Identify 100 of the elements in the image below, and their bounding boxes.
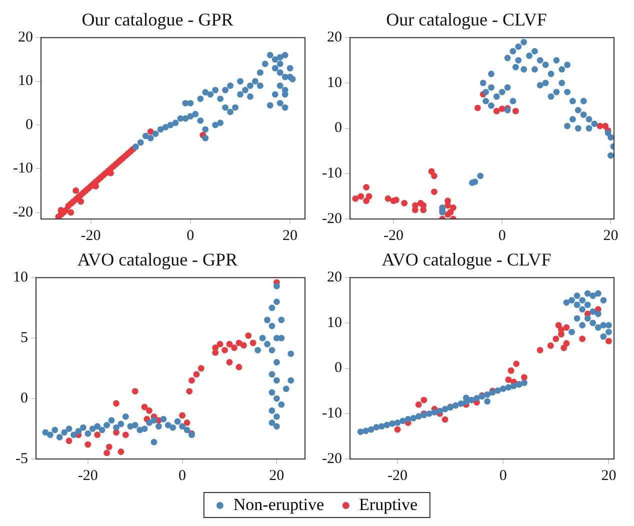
point bbox=[182, 100, 189, 106]
point bbox=[430, 172, 438, 180]
point bbox=[104, 450, 110, 456]
point bbox=[147, 134, 154, 142]
y-tick-label: 0 bbox=[334, 360, 342, 376]
point bbox=[160, 416, 167, 422]
point bbox=[442, 416, 448, 423]
x-tick-label: 0 bbox=[178, 468, 186, 484]
point bbox=[474, 104, 481, 112]
point bbox=[179, 412, 186, 419]
x-tick-label: 0 bbox=[498, 228, 506, 244]
point bbox=[146, 407, 152, 414]
point bbox=[142, 132, 149, 140]
chart-title: Our catalogue - GPR bbox=[82, 10, 234, 30]
point bbox=[132, 388, 138, 394]
point bbox=[606, 328, 612, 336]
point bbox=[608, 134, 614, 141]
point bbox=[122, 432, 129, 438]
point bbox=[132, 422, 138, 428]
point bbox=[520, 66, 528, 73]
point bbox=[368, 426, 374, 433]
point bbox=[146, 420, 152, 426]
point bbox=[482, 88, 489, 96]
point bbox=[167, 122, 174, 128]
point bbox=[268, 346, 276, 354]
point bbox=[152, 130, 159, 137]
point bbox=[141, 404, 148, 410]
point bbox=[268, 304, 276, 312]
point bbox=[276, 54, 284, 60]
point bbox=[462, 394, 470, 401]
point bbox=[273, 359, 280, 366]
point bbox=[548, 93, 554, 100]
point bbox=[389, 420, 396, 427]
point bbox=[510, 48, 516, 54]
y-tick-label: -20 bbox=[12, 204, 33, 220]
point bbox=[42, 429, 49, 436]
point bbox=[259, 334, 266, 342]
x-tick-label: -20 bbox=[78, 468, 98, 484]
point bbox=[508, 367, 514, 374]
point bbox=[184, 426, 190, 434]
point bbox=[531, 66, 538, 73]
point bbox=[266, 102, 274, 109]
point bbox=[276, 69, 284, 76]
point bbox=[536, 57, 544, 64]
point bbox=[493, 108, 500, 114]
x-tick-label: 0 bbox=[499, 468, 507, 484]
point bbox=[447, 209, 454, 216]
y-tick-label: -10 bbox=[322, 166, 342, 182]
point bbox=[357, 428, 364, 435]
point bbox=[202, 134, 209, 142]
point bbox=[494, 387, 502, 394]
point bbox=[548, 70, 554, 78]
point bbox=[415, 413, 422, 420]
point bbox=[512, 64, 519, 70]
point bbox=[240, 342, 247, 349]
point bbox=[222, 346, 228, 354]
point bbox=[608, 152, 614, 159]
point bbox=[141, 426, 148, 432]
point bbox=[604, 130, 612, 136]
point bbox=[378, 423, 385, 430]
point bbox=[563, 340, 570, 347]
point bbox=[363, 184, 370, 190]
point bbox=[252, 78, 258, 85]
point bbox=[108, 417, 115, 424]
point bbox=[580, 111, 587, 118]
point bbox=[606, 322, 612, 328]
legend-label: Non-eruptive bbox=[233, 495, 324, 515]
point bbox=[584, 290, 591, 297]
point bbox=[426, 410, 432, 417]
point bbox=[242, 86, 248, 94]
point bbox=[106, 444, 112, 450]
point bbox=[250, 340, 256, 346]
point bbox=[94, 432, 101, 438]
point bbox=[273, 377, 280, 384]
point bbox=[150, 438, 158, 446]
point bbox=[400, 418, 406, 424]
point bbox=[98, 426, 106, 434]
point bbox=[256, 69, 264, 76]
point bbox=[606, 338, 612, 344]
point bbox=[452, 402, 459, 409]
y-tick-label: -20 bbox=[322, 450, 342, 467]
x-tick-label: 20 bbox=[601, 468, 616, 484]
point bbox=[594, 324, 602, 331]
point bbox=[553, 57, 560, 64]
point bbox=[542, 80, 549, 86]
point bbox=[542, 62, 549, 68]
point bbox=[118, 448, 124, 455]
point bbox=[122, 413, 129, 420]
point bbox=[498, 106, 506, 112]
y-tick-label: 0 bbox=[20, 390, 28, 406]
y-tick-label: 0 bbox=[334, 120, 342, 136]
point bbox=[564, 62, 570, 68]
point bbox=[442, 406, 448, 412]
point bbox=[521, 380, 528, 386]
point bbox=[520, 38, 528, 46]
y-tick-label: 10 bbox=[326, 314, 342, 331]
point bbox=[212, 122, 219, 128]
point bbox=[289, 76, 296, 82]
point bbox=[488, 84, 494, 91]
point bbox=[174, 418, 181, 425]
